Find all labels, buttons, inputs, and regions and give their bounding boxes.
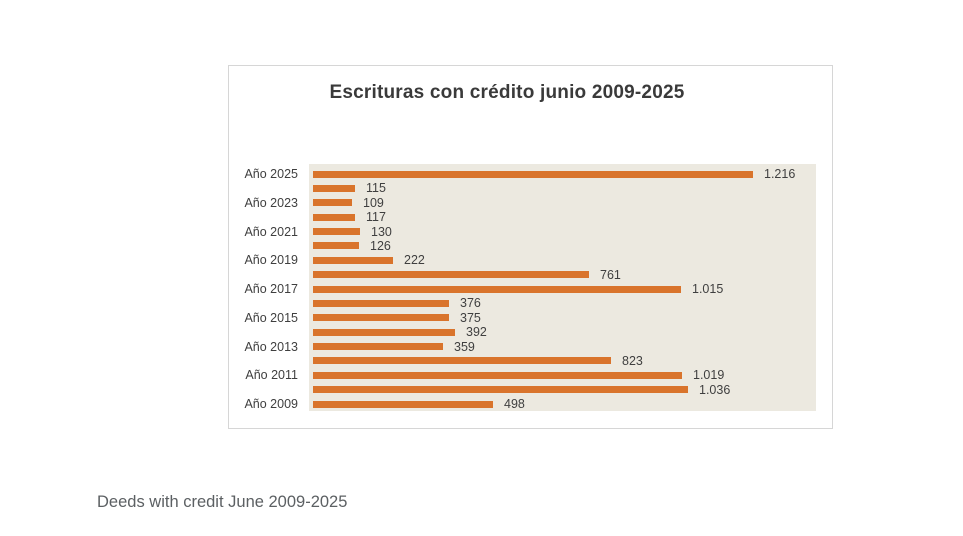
bar-value-label: 109	[363, 196, 384, 210]
bar-value-label: 115	[366, 181, 386, 195]
bar	[313, 199, 352, 206]
bar	[313, 300, 449, 307]
plot-area: 1.216 115 109 117 130 126 222 761 1.015 376 375 392…	[309, 164, 816, 411]
bar	[313, 171, 753, 178]
bar	[313, 242, 359, 249]
chart-card: Escrituras con crédito junio 2009-2025 A…	[228, 65, 833, 429]
bar-value-label: 1.015	[692, 282, 724, 296]
bar	[313, 329, 455, 336]
bar-value-label: 359	[454, 340, 475, 354]
bar	[313, 357, 611, 364]
bar-value-label: 375	[460, 311, 481, 325]
y-axis-label: Año 2017	[244, 282, 298, 296]
bar	[313, 228, 360, 235]
bar	[313, 314, 449, 321]
bar-value-label: 117	[366, 210, 386, 224]
chart-title: Escrituras con crédito junio 2009-2025	[329, 82, 685, 103]
bar-value-label: 376	[460, 296, 481, 310]
y-axis-label: Año 2013	[244, 340, 298, 354]
y-axis-label: Año 2025	[244, 167, 298, 181]
bar	[313, 372, 682, 379]
y-axis-label: Año 2009	[244, 397, 298, 411]
y-axis-label: Año 2021	[244, 225, 298, 239]
bar-value-label: 498	[504, 397, 525, 411]
y-axis-label: Año 2019	[244, 253, 298, 267]
y-axis-label: Año 2011	[245, 368, 298, 382]
y-axis-label: Año 2023	[244, 196, 298, 210]
bar	[313, 386, 688, 393]
bar	[313, 343, 443, 350]
chart-caption: Deeds with credit June 2009-2025	[97, 493, 348, 511]
bar-value-label: 823	[622, 354, 643, 368]
bar-value-label: 130	[371, 225, 392, 239]
y-axis-label: Año 2015	[244, 311, 298, 325]
bar-value-label: 1.036	[699, 383, 731, 397]
bar	[313, 401, 493, 408]
bar-value-label: 761	[600, 268, 621, 282]
bar	[313, 286, 681, 293]
y-axis: Año 2025 Año 2023 Año 2021 Año 2019 Año 2017…	[229, 164, 298, 411]
bar	[313, 271, 589, 278]
bar-value-label: 222	[404, 253, 425, 267]
bar-value-label: 1.216	[764, 167, 796, 181]
bar	[313, 214, 355, 221]
bar-value-label: 392	[466, 325, 487, 339]
bar-value-label: 1.019	[693, 368, 725, 382]
bar	[313, 185, 355, 192]
bar	[313, 257, 393, 264]
bar-value-label: 126	[370, 239, 391, 253]
